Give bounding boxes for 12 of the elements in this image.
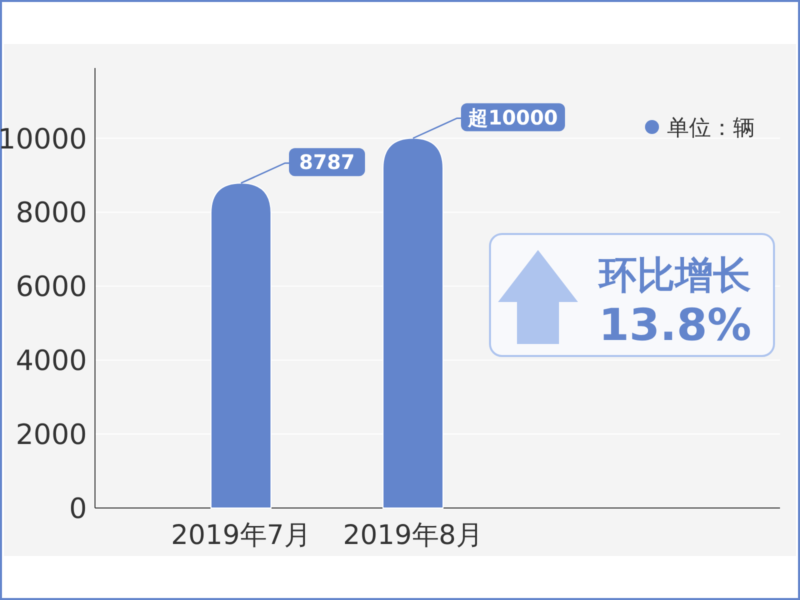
text: 13.8% — [598, 300, 752, 351]
x-tick-label: 2019年7月 — [171, 520, 311, 551]
y-tick-label: 0 — [69, 492, 87, 525]
y-tick-label: 6000 — [16, 270, 87, 304]
x-tick-label: 2019年8月 — [343, 520, 483, 551]
y-tick-label: 8000 — [16, 196, 87, 230]
legend-label: 单位：辆 — [667, 116, 755, 141]
y-tick-label: 4000 — [16, 344, 87, 378]
y-tick-label: 2000 — [16, 418, 87, 452]
data-label: 超10000 — [467, 105, 558, 130]
text: 环比增长 — [597, 253, 751, 297]
data-label: 8787 — [299, 150, 355, 174]
